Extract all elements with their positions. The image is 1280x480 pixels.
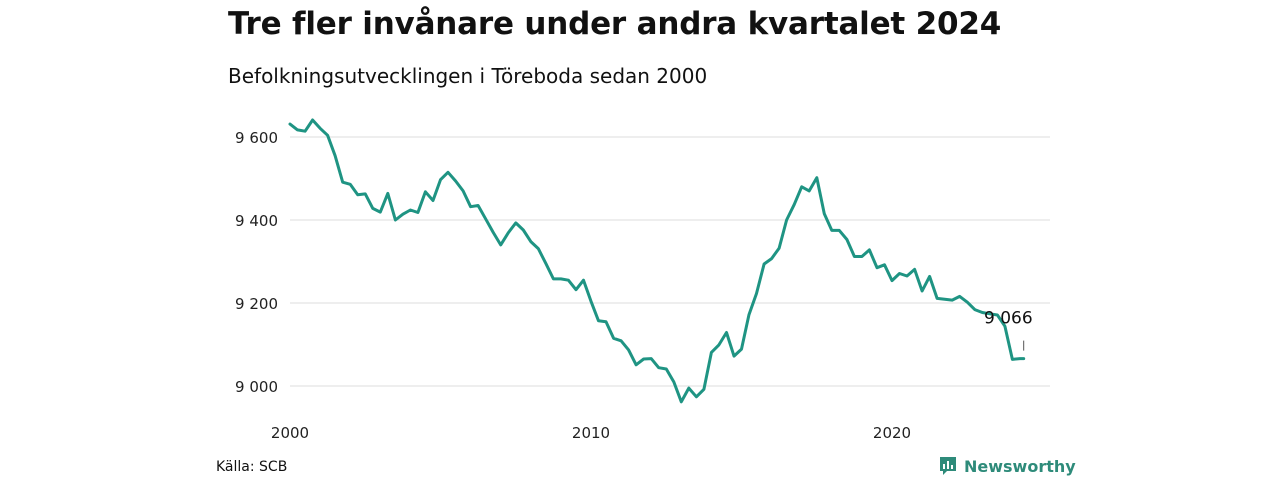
x-tick-label: 2010 [572, 424, 610, 442]
x-tick-label: 2020 [873, 424, 911, 442]
x-tick-label: 2000 [271, 424, 309, 442]
last-value-annotation: 9 066 [984, 309, 1033, 329]
source-label: Källa: SCB [216, 459, 288, 475]
newsworthy-logo-icon [940, 457, 956, 475]
y-tick-label: 9 000 [235, 378, 278, 396]
brand-name: Newsworthy [964, 456, 1076, 476]
chart-subtitle: Befolkningsutvecklingen i Töreboda sedan… [228, 64, 708, 88]
chart-title: Tre fler invånare under andra kvartalet … [228, 6, 1002, 42]
newsworthy-logo[interactable]: Newsworthy [938, 455, 1076, 477]
series-line [288, 118, 1026, 404]
y-tick-label: 9 400 [235, 212, 278, 230]
y-tick-label: 9 200 [235, 295, 278, 313]
y-tick-label: 9 600 [235, 129, 278, 147]
